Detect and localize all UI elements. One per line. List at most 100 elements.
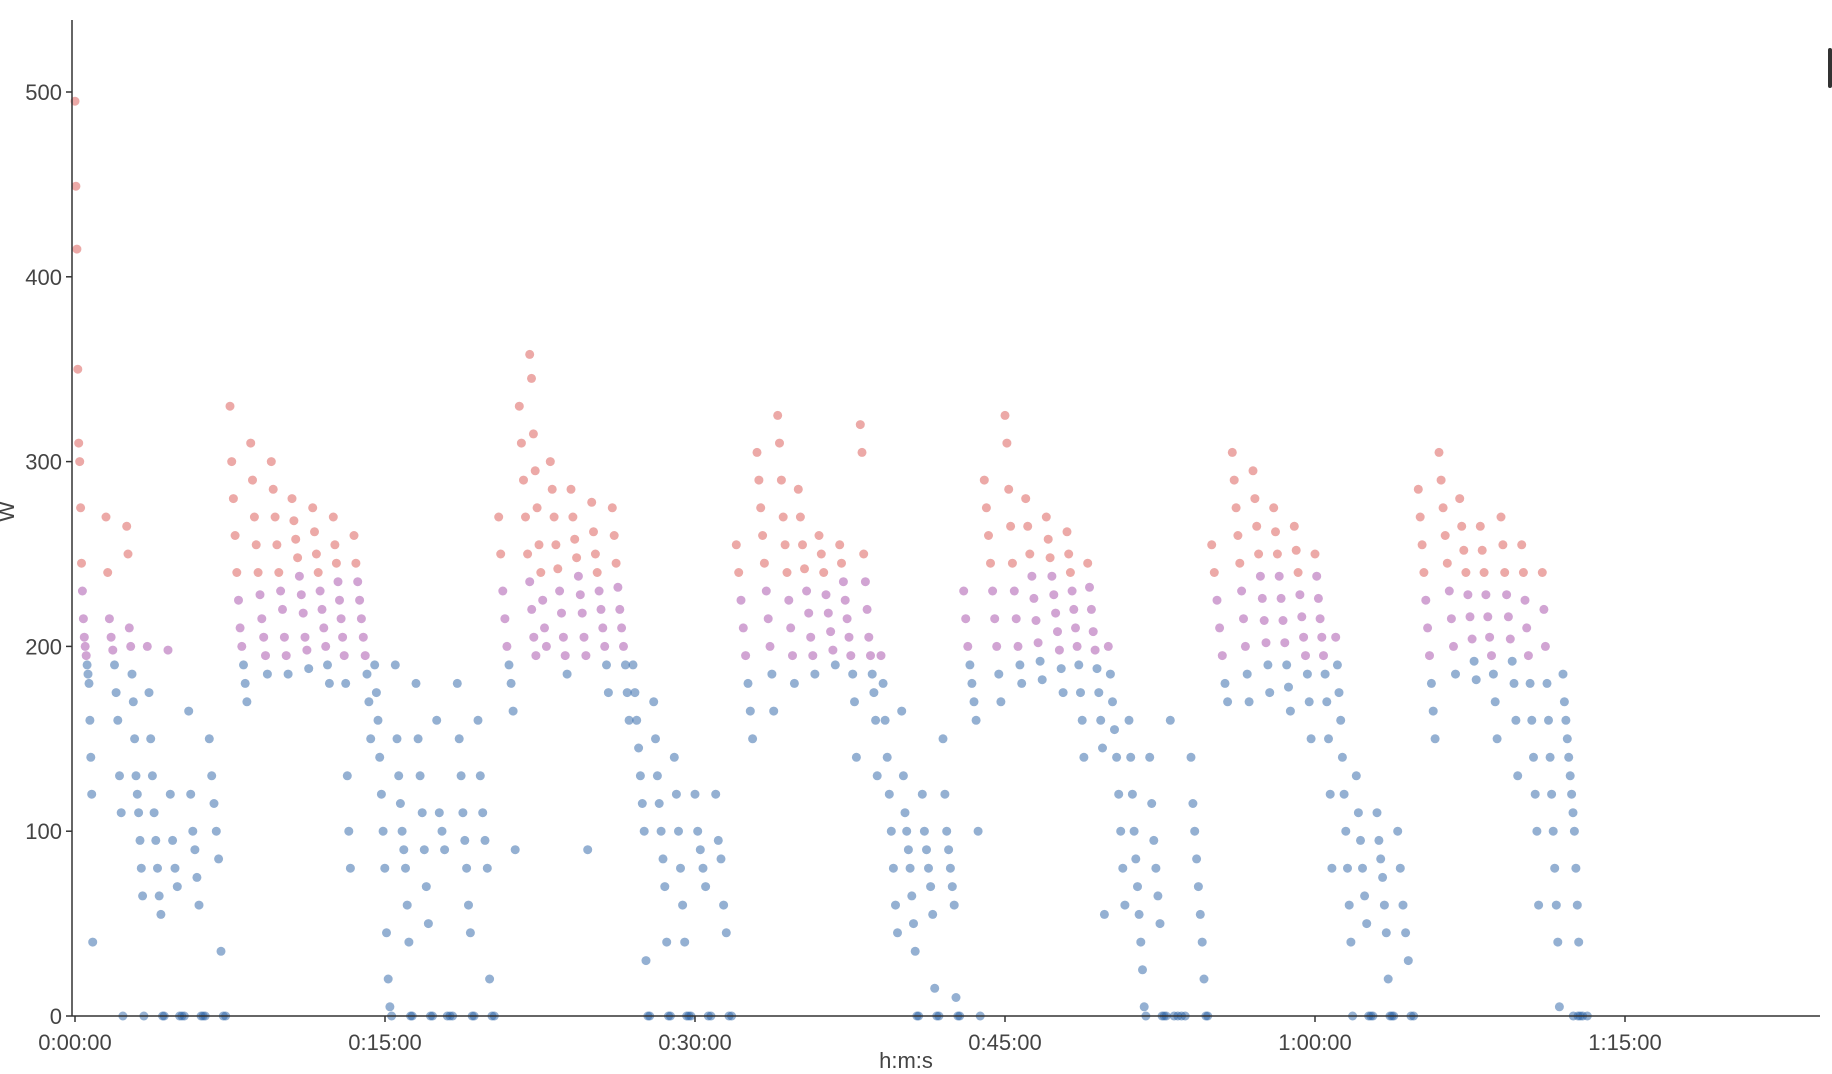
x-tick-label: 1:00:00 — [1278, 1030, 1351, 1055]
data-point — [77, 586, 87, 596]
data-point — [142, 641, 152, 651]
data-point — [1465, 612, 1475, 622]
data-point — [793, 484, 803, 494]
data-point — [1108, 697, 1117, 707]
data-point — [317, 604, 327, 614]
data-point — [1131, 854, 1141, 864]
data-point — [163, 645, 173, 655]
data-point — [1523, 651, 1533, 661]
data-point — [583, 845, 593, 855]
data-point — [458, 808, 468, 818]
data-point — [1134, 909, 1144, 919]
data-point — [1118, 863, 1128, 873]
data-point — [1223, 697, 1233, 707]
data-point — [385, 1002, 395, 1012]
data-point — [248, 475, 257, 485]
data-point — [763, 614, 773, 624]
data-point — [168, 835, 178, 845]
data-point — [1301, 651, 1310, 661]
data-point — [1072, 641, 1082, 651]
data-point — [660, 882, 670, 892]
data-point — [1336, 715, 1346, 725]
data-point — [1250, 494, 1260, 504]
data-point — [1415, 512, 1425, 522]
data-point — [1105, 669, 1115, 679]
data-point — [1423, 623, 1433, 633]
data-point — [788, 651, 797, 661]
data-point — [356, 614, 366, 624]
data-point — [82, 660, 92, 670]
data-point — [1083, 558, 1093, 568]
data-point — [624, 715, 634, 725]
data-point — [1076, 688, 1085, 698]
data-point — [328, 512, 338, 522]
data-point — [1065, 568, 1075, 577]
data-point — [965, 660, 975, 670]
data-point — [1507, 656, 1517, 666]
y-tick-label: 400 — [25, 265, 62, 290]
data-point — [992, 641, 1002, 651]
data-point — [1562, 734, 1572, 744]
data-point — [516, 438, 526, 448]
data-point — [1153, 891, 1163, 901]
data-point — [1136, 937, 1146, 947]
data-point — [905, 863, 915, 873]
data-point — [635, 771, 645, 781]
data-point — [1544, 715, 1553, 725]
data-point — [1520, 595, 1530, 605]
data-point — [1428, 706, 1438, 716]
data-point — [1341, 826, 1351, 836]
data-point — [1058, 688, 1068, 698]
data-point — [1417, 540, 1427, 550]
data-point — [613, 582, 623, 592]
data-point — [302, 645, 312, 655]
data-point — [1079, 752, 1089, 762]
data-point — [557, 608, 566, 618]
data-point — [1255, 571, 1265, 581]
data-point — [990, 614, 1000, 624]
data-point — [281, 651, 291, 661]
data-point — [844, 632, 854, 642]
data-point — [1532, 826, 1542, 836]
data-point — [227, 457, 237, 467]
data-point — [973, 826, 983, 836]
data-point — [440, 845, 450, 855]
data-point — [1457, 521, 1467, 531]
scrollbar-thumb[interactable] — [1828, 48, 1832, 88]
data-point — [1116, 826, 1126, 836]
data-point — [108, 645, 118, 655]
data-point — [77, 558, 86, 568]
data-point — [1446, 614, 1456, 624]
data-point — [1481, 590, 1491, 600]
data-point — [758, 531, 768, 540]
data-point — [249, 512, 259, 522]
data-point — [462, 863, 472, 873]
data-point — [756, 503, 766, 513]
data-point — [1009, 586, 1019, 596]
data-point — [919, 826, 929, 836]
data-point — [319, 623, 329, 633]
data-point — [276, 586, 286, 596]
data-point — [1479, 568, 1489, 577]
data-point — [192, 872, 202, 882]
data-point — [928, 909, 938, 919]
data-point — [587, 497, 597, 507]
data-point — [1492, 734, 1502, 744]
data-point — [814, 531, 824, 540]
data-point — [678, 900, 688, 910]
data-point — [1047, 571, 1057, 581]
data-point — [555, 586, 565, 596]
data-point — [828, 645, 838, 655]
data-point — [745, 706, 755, 716]
data-point — [867, 669, 877, 679]
data-point — [1539, 604, 1549, 614]
data-point — [662, 937, 672, 947]
data-point — [1033, 638, 1043, 648]
data-point — [401, 863, 410, 873]
data-point — [1419, 568, 1429, 577]
data-point — [938, 734, 948, 744]
data-point — [734, 568, 744, 577]
data-point — [103, 568, 113, 577]
data-point — [942, 826, 952, 836]
data-point — [262, 669, 272, 679]
